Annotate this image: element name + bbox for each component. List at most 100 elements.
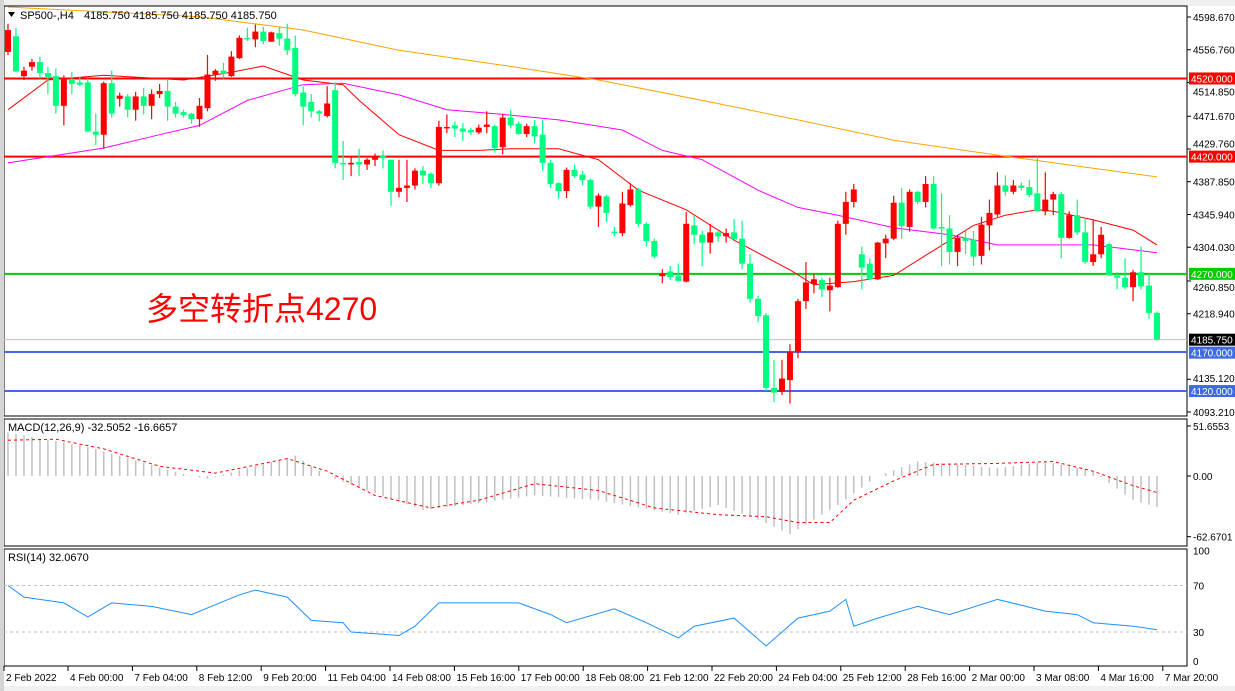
candle[interactable] [348, 156, 355, 177]
candle[interactable] [1114, 272, 1121, 290]
candle[interactable] [1042, 172, 1049, 216]
candle[interactable] [92, 113, 99, 145]
candle[interactable] [1002, 175, 1009, 196]
candle[interactable] [276, 26, 283, 46]
candle[interactable] [930, 176, 937, 230]
candle[interactable] [962, 230, 969, 255]
candle[interactable] [427, 172, 434, 188]
candle[interactable] [922, 176, 929, 208]
candle[interactable] [611, 226, 618, 237]
candle[interactable] [627, 183, 634, 207]
candle[interactable] [595, 193, 602, 227]
candle[interactable] [260, 26, 267, 45]
candle[interactable] [699, 230, 706, 267]
candle[interactable] [866, 258, 873, 281]
candle[interactable] [419, 165, 426, 184]
candle[interactable] [794, 298, 801, 359]
candle[interactable] [763, 312, 770, 392]
macd-pane[interactable] [3, 418, 1188, 547]
candle[interactable] [411, 168, 418, 190]
candle[interactable] [324, 86, 331, 118]
candle[interactable] [228, 51, 235, 77]
candle[interactable] [84, 78, 91, 132]
candle[interactable] [316, 109, 323, 122]
candle[interactable] [340, 140, 347, 181]
candle[interactable] [292, 35, 299, 97]
candle[interactable] [778, 359, 785, 395]
candle[interactable] [747, 254, 754, 303]
candle[interactable] [1098, 226, 1105, 259]
candle[interactable] [28, 58, 35, 71]
candle[interactable] [1138, 246, 1145, 290]
candle[interactable] [116, 92, 123, 107]
candle[interactable] [196, 98, 203, 127]
candle[interactable] [5, 23, 11, 56]
candle[interactable] [164, 80, 171, 121]
candle[interactable] [515, 121, 522, 135]
candle[interactable] [523, 123, 530, 138]
candle[interactable] [44, 66, 51, 95]
candle[interactable] [818, 277, 825, 298]
candle[interactable] [108, 70, 115, 118]
candle[interactable] [834, 220, 841, 288]
candle[interactable] [140, 87, 147, 115]
candle[interactable] [12, 27, 19, 73]
candle[interactable] [635, 187, 642, 227]
candle[interactable] [619, 191, 626, 237]
candle[interactable] [1122, 258, 1129, 290]
candle[interactable] [172, 101, 179, 118]
candle[interactable] [547, 159, 554, 188]
candle[interactable] [842, 191, 849, 235]
candle[interactable] [180, 109, 187, 118]
candle[interactable] [563, 167, 570, 199]
candle[interactable] [1074, 199, 1081, 235]
candle[interactable] [244, 27, 251, 41]
candle[interactable] [308, 94, 315, 118]
candle[interactable] [603, 194, 610, 223]
candle[interactable] [954, 234, 961, 267]
candle[interactable] [220, 62, 227, 79]
candle[interactable] [810, 273, 817, 294]
candle[interactable] [970, 230, 977, 267]
candle[interactable] [156, 83, 163, 99]
candle[interactable] [731, 219, 738, 240]
candle[interactable] [1010, 180, 1017, 195]
candle[interactable] [1026, 180, 1033, 198]
candle[interactable] [707, 223, 714, 254]
candle[interactable] [874, 241, 881, 281]
candle[interactable] [268, 31, 275, 42]
candle[interactable] [850, 183, 857, 208]
candle[interactable] [451, 121, 458, 138]
candle[interactable] [212, 69, 219, 81]
candle[interactable] [395, 159, 402, 198]
candle[interactable] [252, 24, 259, 48]
candle[interactable] [1146, 273, 1153, 320]
candle[interactable] [826, 277, 833, 312]
candle[interactable] [380, 150, 387, 169]
candle[interactable] [667, 266, 674, 281]
candle[interactable] [1154, 311, 1160, 341]
candle[interactable] [906, 189, 913, 232]
candle[interactable] [715, 230, 722, 242]
candle[interactable] [802, 262, 809, 309]
candle[interactable] [52, 68, 59, 114]
candle[interactable] [100, 81, 107, 149]
candle[interactable] [459, 123, 466, 141]
candle[interactable] [1082, 219, 1089, 264]
candle[interactable] [683, 212, 690, 283]
candle[interactable] [579, 170, 586, 186]
candle[interactable] [739, 220, 746, 270]
candle[interactable] [1058, 191, 1065, 259]
candle[interactable] [1106, 242, 1113, 276]
candle[interactable] [68, 72, 75, 95]
candle[interactable] [571, 164, 578, 178]
price-pane[interactable] [3, 5, 1188, 417]
candle[interactable] [483, 111, 490, 134]
candle[interactable] [675, 263, 682, 282]
candle[interactable] [1066, 211, 1073, 239]
candle[interactable] [443, 114, 450, 134]
candle[interactable] [475, 124, 482, 134]
candle[interactable] [132, 91, 139, 121]
candle[interactable] [364, 158, 371, 170]
candle[interactable] [300, 86, 307, 126]
